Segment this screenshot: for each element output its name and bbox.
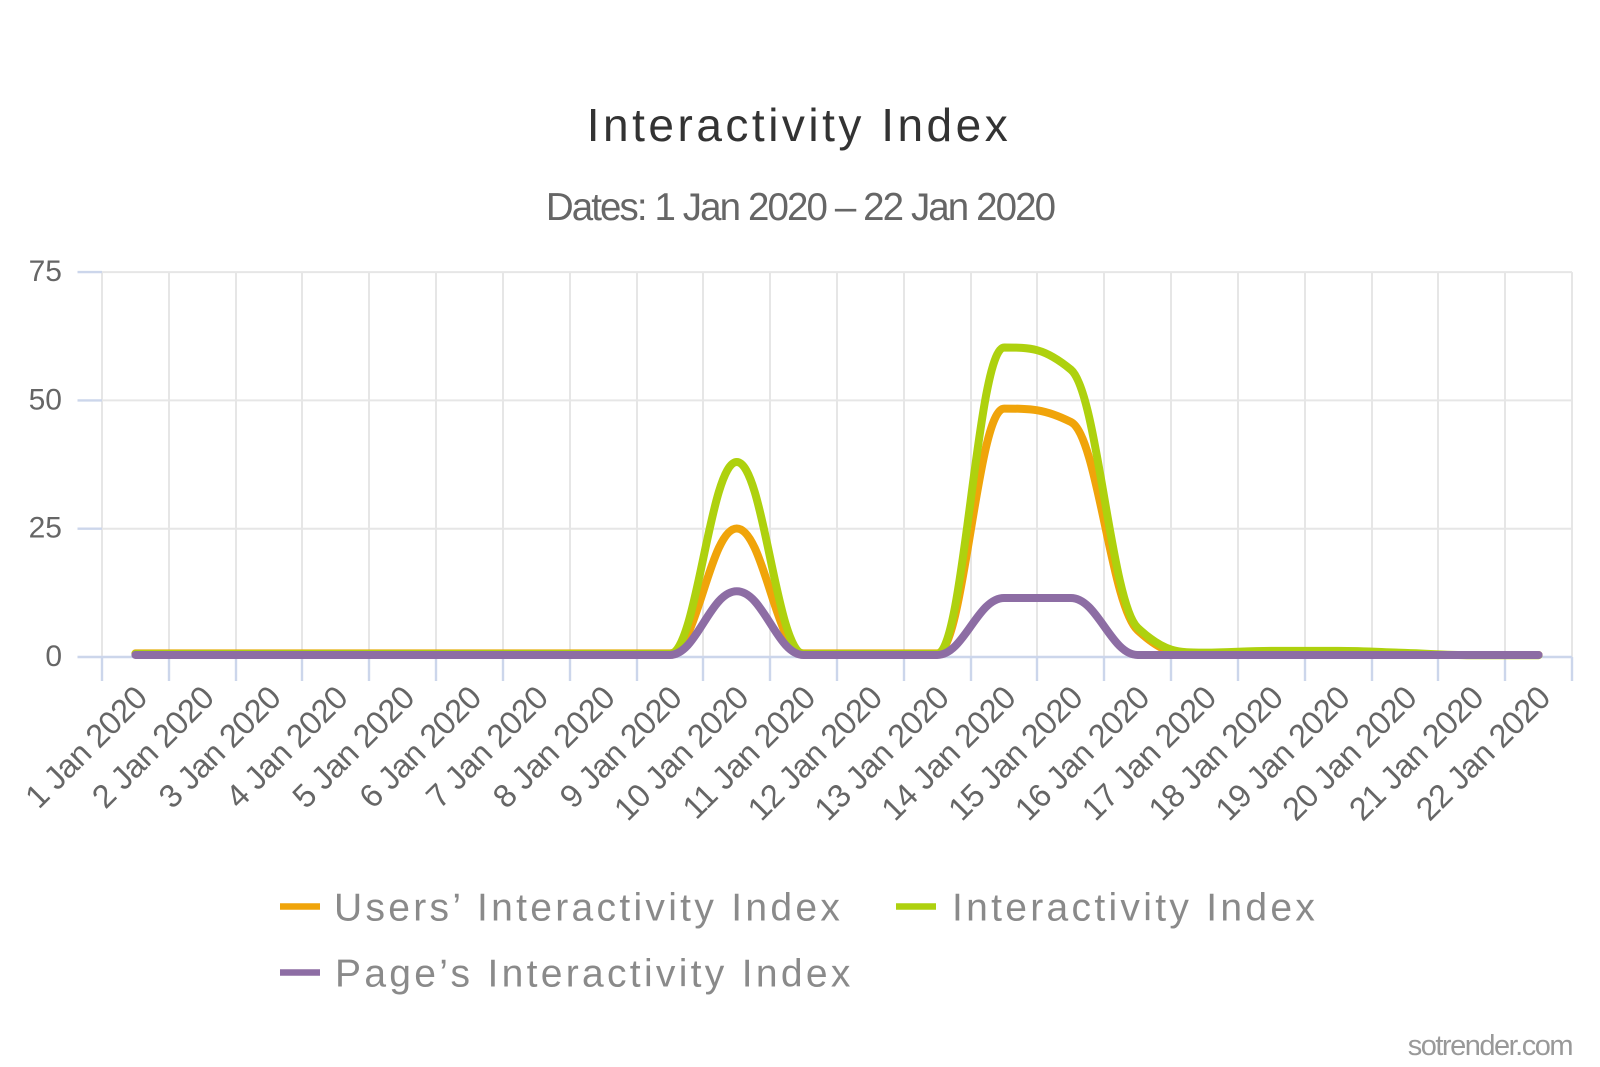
svg-text:50: 50 [29,383,62,416]
svg-text:sotrender.com: sotrender.com [1408,1030,1573,1062]
svg-text:Users’ Interactivity Index: Users’ Interactivity Index [334,887,843,930]
svg-text:Dates: 1 Jan 2020 – 22 Jan 202: Dates: 1 Jan 2020 – 22 Jan 2020 [546,186,1055,229]
svg-text:Page’s Interactivity Index: Page’s Interactivity Index [335,953,854,996]
svg-text:Interactivity Index: Interactivity Index [952,887,1318,930]
svg-text:0: 0 [45,640,62,673]
svg-text:Interactivity Index: Interactivity Index [587,99,1011,151]
svg-text:75: 75 [29,255,62,288]
svg-text:25: 25 [29,512,62,545]
